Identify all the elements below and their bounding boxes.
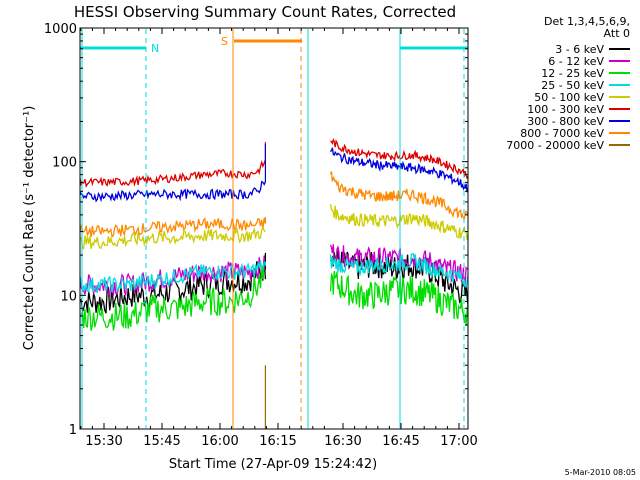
x-tick-label: 15:45 <box>143 434 180 449</box>
x-tick-label: 17:00 <box>440 434 477 449</box>
y-tick-label: 100 <box>52 156 77 171</box>
legend-label: 12 - 25 keV <box>541 67 604 80</box>
series-line-3-seg0 <box>79 259 266 293</box>
legend-header-line-2: Att 0 <box>604 27 630 40</box>
series-line-7-seg1 <box>329 171 469 220</box>
x-tick-label: 16:45 <box>382 434 419 449</box>
series-line-6-seg1 <box>329 147 468 193</box>
series-group <box>79 137 469 429</box>
legend-label: 25 - 50 keV <box>541 79 604 92</box>
series-line-5-seg1 <box>330 137 469 180</box>
legend-label: 7000 - 20000 keV <box>506 139 604 152</box>
y-tick-label: 1 <box>69 423 77 438</box>
footer-date: 5-Mar-2010 08:05 <box>565 468 636 477</box>
series-line-7-seg0 <box>79 217 267 238</box>
event-markers: NS <box>80 29 468 428</box>
legend-label: 6 - 12 keV <box>548 55 604 68</box>
series-line-3-seg1 <box>329 252 469 288</box>
series-line-1-seg1 <box>329 244 469 285</box>
series-line-2-seg1 <box>329 271 469 326</box>
y-tick-label: 10 <box>60 289 77 304</box>
legend-label: 3 - 6 keV <box>555 43 604 56</box>
legend-label: 800 - 7000 keV <box>520 127 604 140</box>
saa-label: S <box>221 35 228 48</box>
series-line-4-seg1 <box>329 203 469 240</box>
chart-title: HESSI Observing Summary Count Rates, Cor… <box>74 3 456 21</box>
series-line-5-seg0 <box>79 159 267 188</box>
legend-header-line-1: Det 1,3,4,5,6,9, <box>544 15 630 28</box>
x-tick-label: 16:00 <box>201 434 238 449</box>
x-tick-label: 16:30 <box>324 434 361 449</box>
night-label: N <box>151 42 159 55</box>
plot-frame <box>79 27 469 430</box>
x-tick-label: 16:15 <box>259 434 296 449</box>
legend-label: 50 - 100 keV <box>534 91 604 104</box>
legend-label: 100 - 300 keV <box>527 103 604 116</box>
x-tick-label: 15:30 <box>85 434 122 449</box>
x-ticks: 15:30 15:45 16:00 16:15 16:30 16:45 17:00 <box>80 28 478 449</box>
series-line-2-seg0 <box>79 262 266 331</box>
series-line-6-seg0 <box>79 180 266 203</box>
y-axis-label: Corrected Count Rate (s⁻¹ detector⁻¹) <box>22 106 37 351</box>
legend-label: 300 - 800 keV <box>527 115 604 128</box>
y-ticks: 1 10 100 1000 <box>44 22 468 438</box>
y-tick-label: 1000 <box>44 22 77 37</box>
x-axis-label: Start Time (27-Apr-09 15:24:42) <box>169 457 377 472</box>
